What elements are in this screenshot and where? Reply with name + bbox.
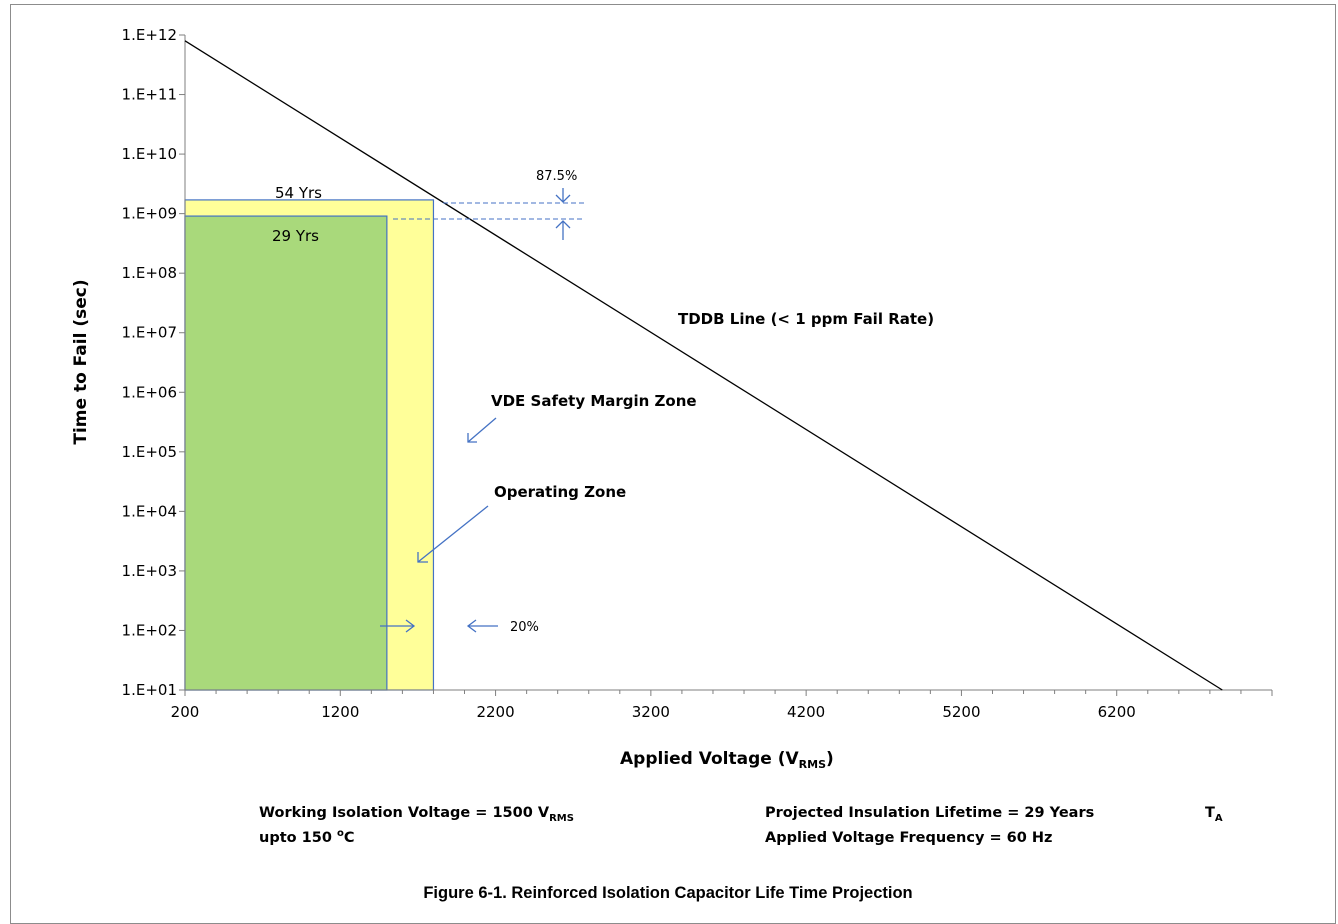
y-tick-label: 1.E+06 bbox=[122, 383, 177, 401]
figure-caption: Figure 6-1. Reinforced Isolation Capacit… bbox=[423, 884, 912, 902]
tddb-line bbox=[184, 40, 1223, 691]
x-tick-label: 3200 bbox=[632, 703, 670, 721]
y-tick-label: 1.E+09 bbox=[122, 205, 177, 223]
operating-zone-arrow-icon bbox=[417, 505, 489, 563]
x-tick-group: 200 1200 2200 3200 4200 5200 6200 bbox=[171, 690, 1273, 721]
y-tick-label: 1.E+12 bbox=[122, 26, 177, 44]
y-tick-label: 1.E+01 bbox=[122, 681, 177, 699]
x-tick-label: 2200 bbox=[476, 703, 514, 721]
arrow-right-icon bbox=[380, 619, 416, 633]
y-tick-label: 1.E+02 bbox=[122, 621, 177, 639]
arrow-left-icon bbox=[466, 619, 498, 633]
y-tick-label: 1.E+08 bbox=[122, 264, 177, 282]
operating-zone-annotation: Operating Zone bbox=[494, 483, 626, 501]
x-tick-label: 200 bbox=[171, 703, 200, 721]
arrow-up-icon bbox=[555, 220, 571, 240]
y-tick-label: 1.E+03 bbox=[122, 562, 177, 580]
y-tick-label: 1.E+04 bbox=[122, 502, 177, 520]
arrow-down-icon bbox=[555, 188, 571, 203]
ta-note: TA bbox=[1205, 805, 1223, 824]
time-margin-label: 87.5% bbox=[536, 169, 577, 184]
working-voltage-note: Working Isolation Voltage = 1500 VRMS bbox=[259, 805, 574, 824]
y-tick-group: 1.E+01 1.E+02 1.E+03 1.E+04 1.E+05 1.E+06 1.E+… bbox=[122, 26, 185, 699]
lifetime-note: Projected Insulation Lifetime = 29 Years bbox=[765, 805, 1094, 821]
x-tick-label: 4200 bbox=[787, 703, 825, 721]
y-tick-label: 1.E+07 bbox=[122, 324, 177, 342]
x-tick-label: 1200 bbox=[321, 703, 359, 721]
label-54-yrs: 54 Yrs bbox=[275, 184, 322, 202]
y-tick-label: 1.E+10 bbox=[122, 145, 177, 163]
x-tick-label: 5200 bbox=[942, 703, 980, 721]
label-29-yrs: 29 Yrs bbox=[272, 227, 319, 245]
x-axis-title: Applied Voltage (VRMS) bbox=[620, 749, 834, 771]
temperature-note: upto 150 oC bbox=[259, 828, 355, 846]
vde-zone-annotation: VDE Safety Margin Zone bbox=[491, 392, 697, 410]
y-tick-label: 1.E+05 bbox=[122, 443, 177, 461]
y-tick-label: 1.E+11 bbox=[122, 86, 177, 104]
vde-zone-arrow-icon bbox=[467, 417, 497, 443]
y-axis-title: Time to Fail (sec) bbox=[71, 279, 91, 444]
x-tick-label: 6200 bbox=[1098, 703, 1136, 721]
voltage-margin-label: 20% bbox=[510, 620, 539, 635]
operating-zone bbox=[184, 215, 388, 691]
frequency-note: Applied Voltage Frequency = 60 Hz bbox=[765, 830, 1052, 846]
tddb-line-label: TDDB Line (< 1 ppm Fail Rate) bbox=[678, 310, 934, 328]
